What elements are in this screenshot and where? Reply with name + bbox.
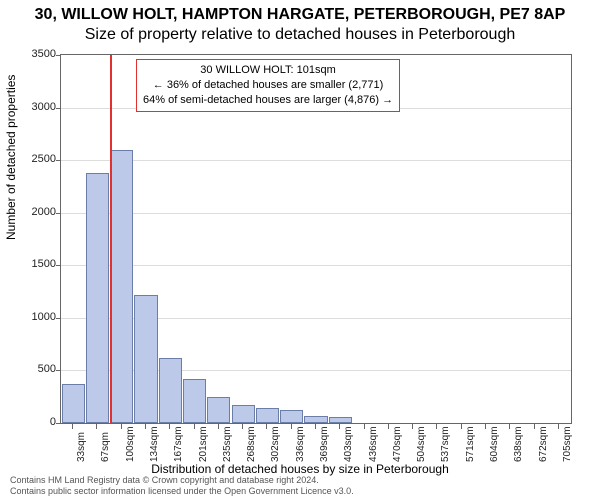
bar [280,410,303,423]
attribution-line-1: Contains HM Land Registry data © Crown c… [10,475,354,485]
x-tick-label: 100sqm [125,426,136,462]
x-tick-mark [169,424,170,429]
x-tick-mark [339,424,340,429]
bar [86,173,109,423]
x-tick-label: 67sqm [100,432,111,462]
x-tick-mark [364,424,365,429]
x-tick-label: 201sqm [198,426,209,462]
x-tick-mark [534,424,535,429]
x-tick-mark [436,424,437,429]
annotation-line2: ← 36% of detached houses are smaller (2,… [143,78,393,93]
x-tick-mark [485,424,486,429]
x-tick-mark [412,424,413,429]
x-tick-mark [242,424,243,429]
x-tick-mark [291,424,292,429]
property-marker-line [110,55,112,423]
x-tick-label: 537sqm [440,426,451,462]
annotation-box: 30 WILLOW HOLT: 101sqm← 36% of detached … [136,59,400,112]
x-tick-mark [315,424,316,429]
x-tick-mark [72,424,73,429]
bar [304,416,327,423]
x-tick-mark [96,424,97,429]
y-tick-label: 500 [16,363,56,375]
x-tick-label: 436sqm [368,426,379,462]
y-tick-mark [56,213,61,214]
x-tick-label: 235sqm [222,426,233,462]
x-tick-label: 504sqm [416,426,427,462]
x-tick-label: 604sqm [489,426,500,462]
y-tick-label: 2000 [16,206,56,218]
x-tick-label: 268sqm [246,426,257,462]
y-tick-mark [56,265,61,266]
bar [232,405,255,423]
bar [62,384,85,423]
x-tick-mark [121,424,122,429]
annotation-line3: 64% of semi-detached houses are larger (… [143,93,393,108]
y-tick-label: 1000 [16,311,56,323]
bar [256,408,279,423]
x-tick-mark [558,424,559,429]
chart-title-description: Size of property relative to detached ho… [0,26,600,44]
chart-plot-area: 30 WILLOW HOLT: 101sqm← 36% of detached … [60,54,572,424]
x-tick-label: 302sqm [270,426,281,462]
x-tick-label: 369sqm [319,426,330,462]
bar [183,379,206,423]
x-tick-mark [145,424,146,429]
x-tick-label: 571sqm [465,426,476,462]
gridline [61,213,571,214]
bar [159,358,182,423]
x-tick-label: 167sqm [173,426,184,462]
y-tick-mark [56,55,61,56]
chart-title-address: 30, WILLOW HOLT, HAMPTON HARGATE, PETERB… [0,6,600,24]
x-tick-mark [509,424,510,429]
x-tick-mark [461,424,462,429]
annotation-line1: 30 WILLOW HOLT: 101sqm [143,63,393,78]
x-tick-label: 705sqm [562,426,573,462]
x-tick-mark [218,424,219,429]
y-tick-label: 2500 [16,153,56,165]
y-tick-mark [56,160,61,161]
bar [207,397,230,423]
y-tick-label: 1500 [16,258,56,270]
x-axis-label: Distribution of detached houses by size … [0,462,600,476]
x-tick-mark [388,424,389,429]
attribution-line-2: Contains public sector information licen… [10,486,354,496]
x-tick-label: 134sqm [149,426,160,462]
y-tick-label: 0 [16,416,56,428]
y-tick-mark [56,108,61,109]
y-tick-label: 3000 [16,101,56,113]
x-tick-mark [266,424,267,429]
gridline [61,160,571,161]
x-tick-label: 638sqm [513,426,524,462]
x-tick-label: 470sqm [392,426,403,462]
y-tick-label: 3500 [16,48,56,60]
x-tick-label: 33sqm [76,432,87,462]
attribution-text: Contains HM Land Registry data © Crown c… [10,475,354,496]
bar [134,295,157,423]
x-tick-label: 336sqm [295,426,306,462]
gridline [61,265,571,266]
bar [329,417,352,423]
y-tick-mark [56,370,61,371]
bar [110,150,133,423]
x-tick-label: 403sqm [343,426,354,462]
y-tick-mark [56,318,61,319]
x-tick-mark [194,424,195,429]
x-tick-label: 672sqm [538,426,549,462]
